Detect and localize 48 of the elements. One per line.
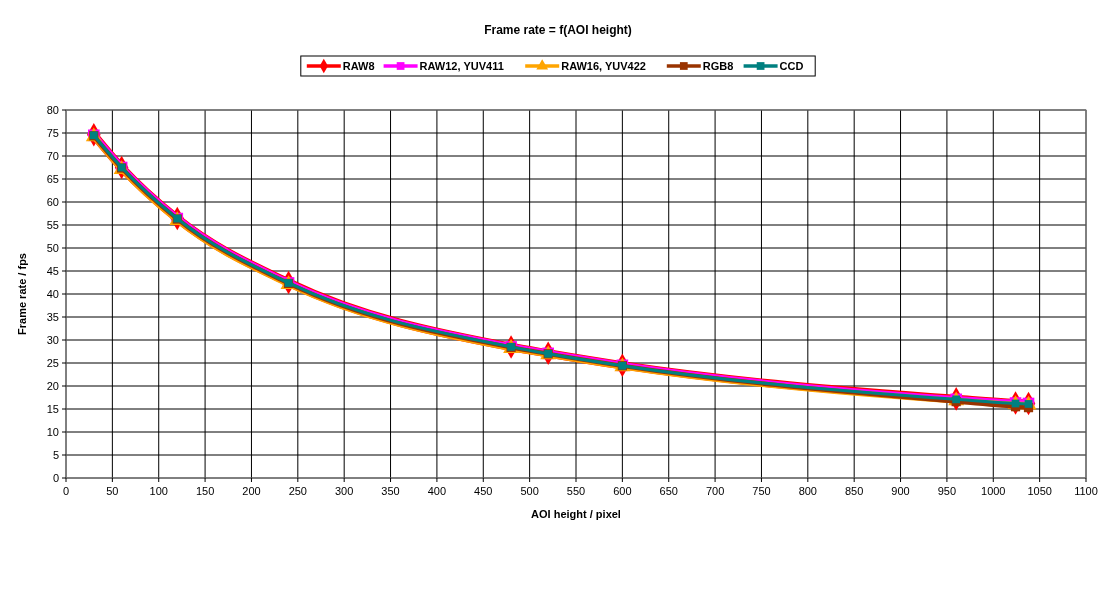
y-tick-label: 75 — [46, 127, 59, 139]
x-tick-label: 550 — [566, 485, 586, 497]
y-tick-label: 20 — [46, 380, 59, 392]
x-tick-label: 250 — [288, 485, 307, 497]
x-tick-label: 1100 — [1074, 485, 1098, 497]
y-tick-label: 35 — [46, 311, 59, 323]
y-tick-label: 40 — [46, 288, 59, 300]
y-tick-label: 25 — [46, 357, 59, 369]
legend-label: CCD — [779, 60, 804, 72]
x-tick-label: 900 — [891, 485, 910, 497]
y-tick-label: 30 — [46, 334, 59, 346]
y-tick-label: 5 — [52, 449, 59, 461]
x-tick-label: 850 — [845, 485, 864, 497]
y-axis-title: Frame rate / fps — [16, 253, 28, 335]
y-tick-label: 65 — [46, 173, 59, 185]
x-tick-label: 150 — [195, 485, 215, 497]
x-tick-label: 1050 — [1027, 485, 1052, 497]
legend-label: RAW12, YUV411 — [419, 60, 504, 72]
x-tick-label: 950 — [937, 485, 957, 497]
y-tick-label: 0 — [52, 472, 59, 484]
x-tick-label: 200 — [242, 485, 261, 497]
x-tick-label: 500 — [520, 485, 539, 497]
x-axis-title: AOI height / pixel — [531, 508, 621, 520]
x-tick-label: 350 — [381, 485, 400, 497]
x-tick-label: 800 — [798, 485, 817, 497]
legend-label: RAW16, YUV422 — [561, 60, 646, 72]
chart-title: Frame rate = f(AOI height) — [484, 23, 632, 37]
y-tick-label: 70 — [46, 150, 59, 162]
x-tick-label: 1000 — [981, 485, 1006, 497]
legend-label: RAW8 — [342, 60, 375, 72]
x-tick-label: 50 — [106, 485, 119, 497]
x-tick-label: 0 — [62, 485, 70, 497]
y-tick-label: 55 — [46, 219, 59, 231]
x-tick-label: 600 — [613, 485, 632, 497]
y-tick-label: 15 — [46, 403, 59, 415]
y-tick-label: 45 — [46, 265, 59, 277]
legend-label: RGB8 — [702, 60, 734, 72]
y-tick-label: 10 — [46, 426, 59, 438]
x-tick-label: 650 — [659, 485, 678, 497]
y-tick-label: 50 — [46, 242, 59, 254]
x-tick-label: 300 — [335, 485, 354, 497]
x-tick-label: 100 — [149, 485, 168, 497]
y-tick-label: 60 — [46, 196, 59, 208]
x-tick-label: 400 — [427, 485, 447, 497]
x-tick-label: 750 — [752, 485, 771, 497]
x-tick-label: 700 — [705, 485, 725, 497]
x-tick-label: 450 — [474, 485, 493, 497]
y-tick-label: 80 — [46, 104, 59, 116]
